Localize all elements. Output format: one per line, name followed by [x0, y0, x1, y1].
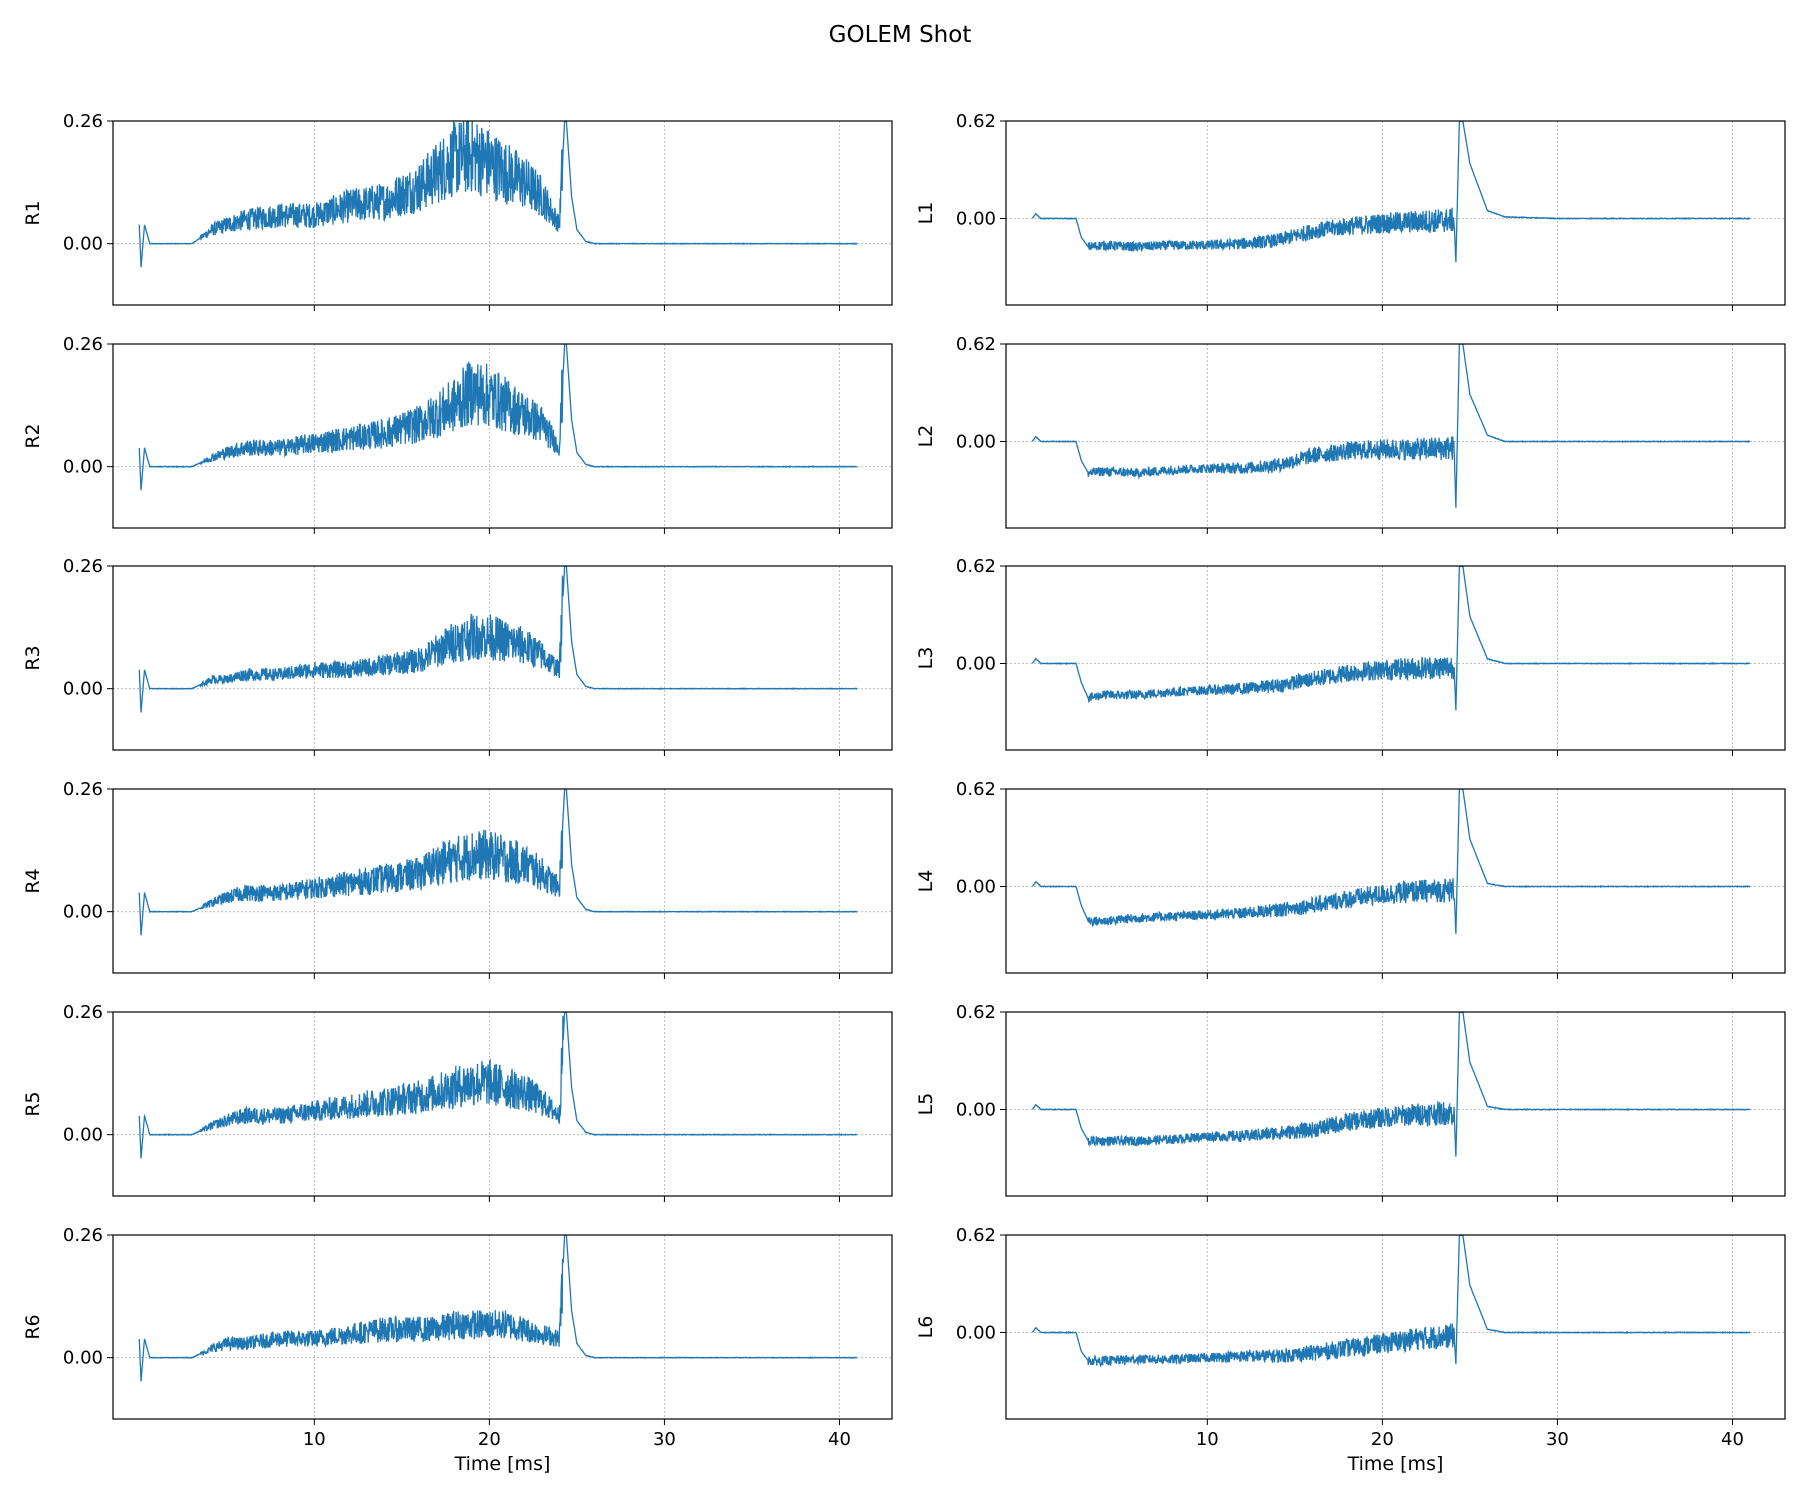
y-axis-label: L2: [915, 425, 937, 448]
y-tick-label: 0.62: [956, 556, 996, 577]
y-tick-label: 0.62: [956, 779, 996, 800]
y-tick-label: 0.00: [63, 1348, 103, 1369]
x-tick-label: 30: [1546, 1429, 1569, 1450]
series-line-r3: [138, 566, 858, 713]
y-tick-label: 0.00: [63, 902, 103, 923]
y-tick-label: 0.62: [956, 1225, 996, 1246]
y-axis-label: R2: [22, 423, 44, 448]
axes-frame: [1005, 788, 1786, 974]
axes-frame: [1005, 1234, 1786, 1420]
x-tick-label: 30: [653, 1429, 676, 1450]
series-line-r6: [138, 1235, 857, 1382]
y-axis-label: L1: [915, 202, 937, 225]
series-line-r2: [138, 344, 858, 491]
x-axis-label: Time [ms]: [1347, 1453, 1444, 1475]
y-tick-label: 0.62: [956, 1002, 996, 1023]
y-tick-label: 0.00: [63, 457, 103, 478]
y-tick-label: 0.00: [956, 1100, 996, 1121]
x-tick-label: 40: [1721, 1429, 1744, 1450]
subplot-l3: 0.00 0.62 L3: [915, 556, 1786, 756]
subplot-r3: 0.00 0.26 R3: [22, 556, 893, 756]
y-axis-label: R3: [22, 645, 44, 670]
series-line-r1: [138, 121, 858, 268]
y-tick-label: 0.26: [63, 556, 103, 577]
y-axis-label: R4: [22, 868, 44, 893]
y-tick-label: 0.00: [956, 1323, 996, 1344]
y-tick-label: 0.26: [63, 1225, 103, 1246]
y-axis-label: R5: [22, 1091, 44, 1116]
subplot-r6: 10 20 30 40 0.00 0.26 R6 Time [ms]: [22, 1225, 893, 1475]
y-tick-label: 0.00: [956, 877, 996, 898]
series-line-r4: [138, 789, 858, 936]
y-tick-label: 0.00: [63, 679, 103, 700]
series-line-r5: [138, 1012, 858, 1159]
axes-frame: [112, 565, 893, 751]
subplot-l1: 0.00 0.62 L1: [915, 111, 1786, 311]
y-tick-label: 0.00: [956, 654, 996, 675]
axes-frame: [112, 343, 893, 529]
subplot-r1: 0.00 0.26 R1: [22, 111, 893, 311]
y-axis-label: L5: [915, 1093, 937, 1116]
subplot-r4: 0.00 0.26 R4: [22, 779, 893, 979]
axes-frame: [1005, 565, 1786, 751]
y-tick-label: 0.62: [956, 334, 996, 355]
y-tick-label: 0.26: [63, 1002, 103, 1023]
y-tick-label: 0.62: [956, 111, 996, 132]
x-tick-label: 40: [828, 1429, 851, 1450]
subplot-l2: 0.00 0.62 L2: [915, 334, 1786, 534]
subplot-r2: 0.00 0.26 R2: [22, 334, 893, 534]
subplot-l5: 0.00 0.62 L5: [915, 1002, 1786, 1202]
x-axis-label: Time [ms]: [454, 1453, 551, 1475]
x-tick-label: 10: [303, 1429, 326, 1450]
axes-frame: [1005, 343, 1786, 529]
subplot-l6: 10 20 30 40 0.00 0.62 L6 Time [ms]: [915, 1225, 1786, 1475]
series-line-l4: [1032, 789, 1751, 934]
axes-frame: [112, 1234, 893, 1420]
x-tick-label: 10: [1196, 1429, 1219, 1450]
axes-frame: [1005, 1011, 1786, 1197]
y-tick-label: 0.00: [63, 234, 103, 255]
x-tick-label: 20: [478, 1429, 501, 1450]
series-line-l2: [1031, 344, 1751, 508]
axes-frame: [112, 788, 893, 974]
y-tick-label: 0.00: [63, 1125, 103, 1146]
figure-title: GOLEM Shot: [828, 22, 972, 48]
y-axis-label: L4: [915, 870, 937, 893]
y-axis-label: L3: [915, 647, 937, 670]
axes-frame: [1005, 120, 1786, 306]
y-tick-label: 0.26: [63, 111, 103, 132]
y-axis-label: L6: [915, 1316, 937, 1339]
series-line-l1: [1031, 121, 1751, 263]
subplot-r5: 0.00 0.26 R5: [22, 1002, 893, 1202]
series-line-l6: [1031, 1235, 1751, 1368]
x-tick-label: 20: [1371, 1429, 1394, 1450]
series-line-l5: [1032, 1012, 1751, 1157]
axes-frame: [112, 120, 893, 306]
y-tick-label: 0.26: [63, 779, 103, 800]
y-tick-label: 0.00: [956, 209, 996, 230]
y-tick-label: 0.00: [956, 432, 996, 453]
series-line-l3: [1031, 566, 1751, 711]
y-axis-label: R1: [22, 200, 44, 225]
y-tick-label: 0.26: [63, 334, 103, 355]
y-axis-label: R6: [22, 1314, 44, 1339]
axes-frame: [112, 1011, 893, 1197]
subplot-l4: 0.00 0.62 L4: [915, 779, 1786, 979]
